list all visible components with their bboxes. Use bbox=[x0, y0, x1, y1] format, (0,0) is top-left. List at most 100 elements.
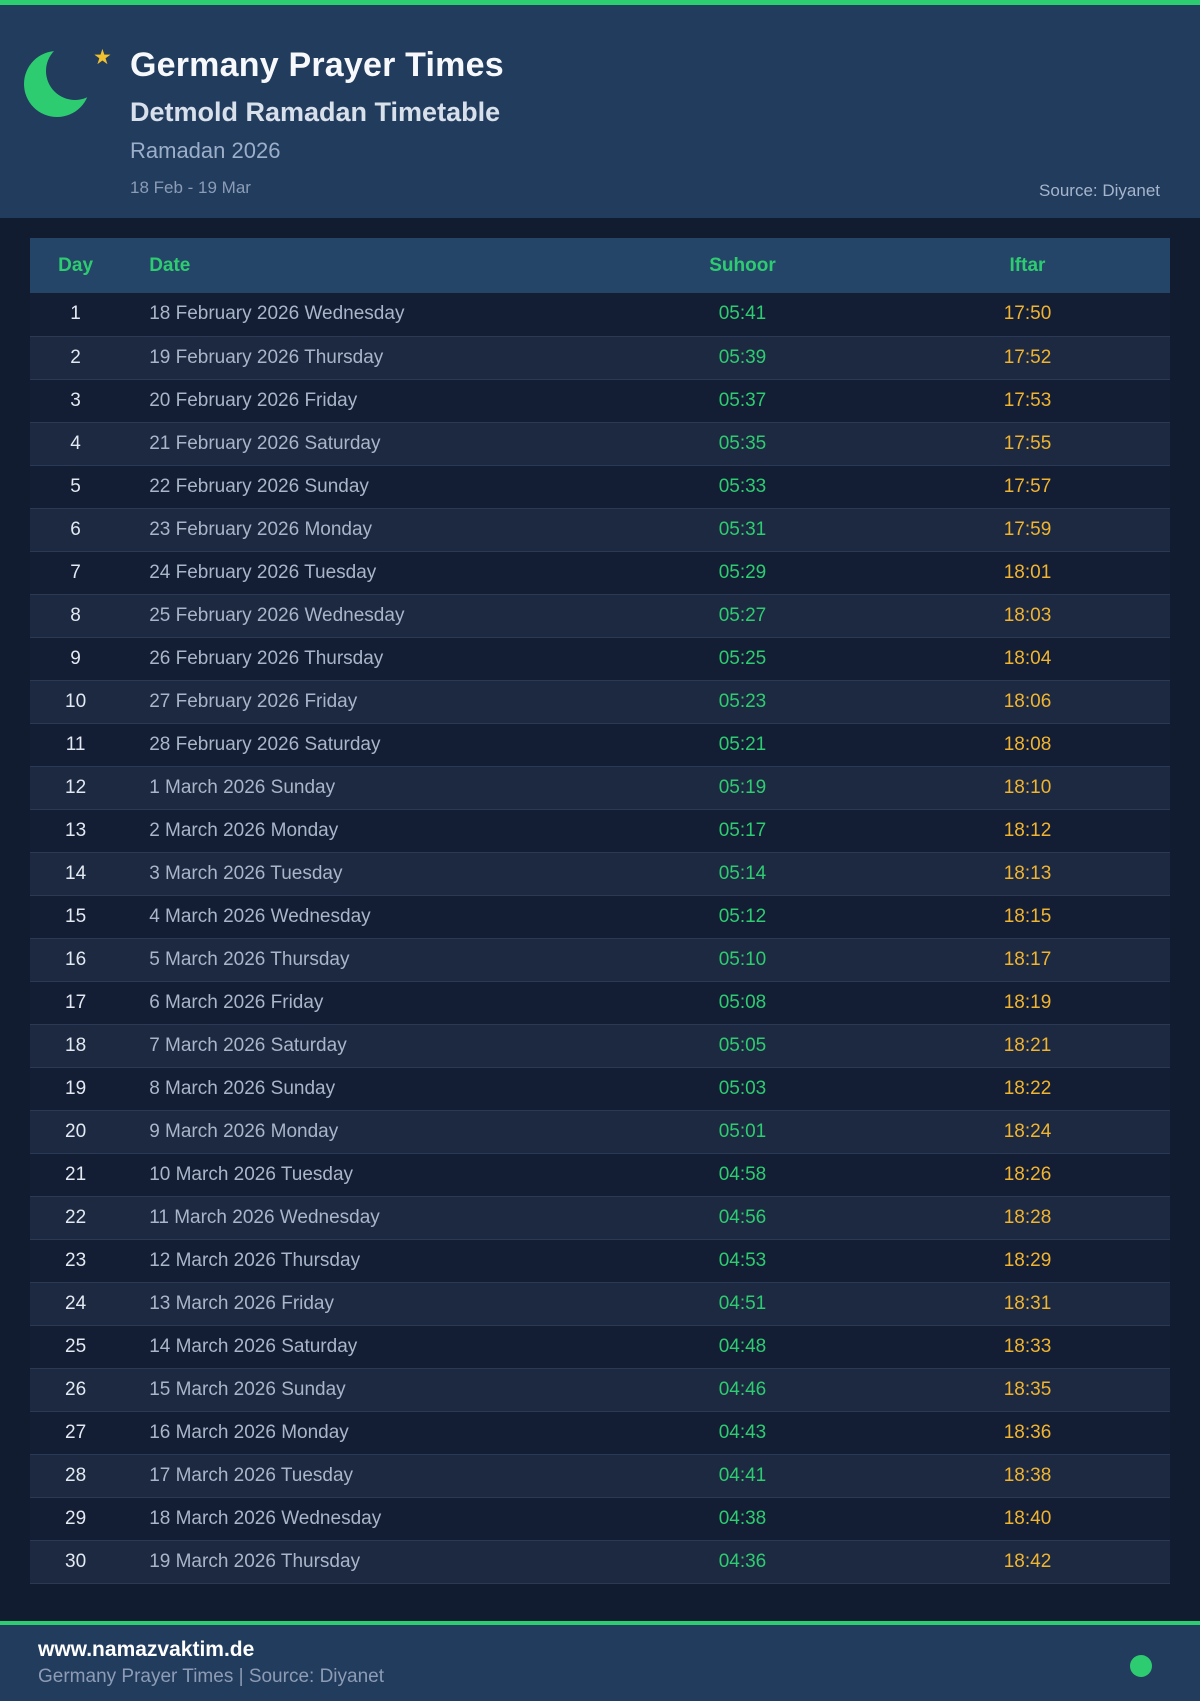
page-subtitle: Detmold Ramadan Timetable bbox=[130, 97, 501, 127]
iftar-cell: 18:10 bbox=[1003, 776, 1052, 798]
column-header-date: Date bbox=[121, 238, 600, 293]
date-cell: 19 February 2026 Thursday bbox=[149, 346, 384, 368]
table-row: 27 16 March 2026 Monday 04:43 18:36 bbox=[30, 1411, 1170, 1454]
accent-bottom-line bbox=[0, 1620, 1200, 1625]
table-row: 26 15 March 2026 Sunday 04:46 18:35 bbox=[30, 1368, 1170, 1411]
suhoor-cell: 04:41 bbox=[718, 1464, 767, 1486]
iftar-cell: 18:15 bbox=[1003, 905, 1052, 927]
suhoor-cell: 04:43 bbox=[718, 1421, 767, 1443]
suhoor-cell: 05:08 bbox=[718, 991, 767, 1013]
table-row: 10 27 February 2026 Friday 05:23 18:06 bbox=[30, 680, 1170, 723]
iftar-cell: 17:50 bbox=[1003, 303, 1052, 325]
date-cell: 10 March 2026 Tuesday bbox=[149, 1163, 354, 1185]
suhoor-cell: 04:38 bbox=[718, 1507, 767, 1529]
table-header: Day Date Suhoor Iftar bbox=[30, 238, 1170, 293]
date-cell: 26 February 2026 Thursday bbox=[149, 647, 384, 669]
day-cell: 14 bbox=[65, 862, 87, 884]
iftar-cell: 18:29 bbox=[1003, 1249, 1052, 1271]
day-cell: 28 bbox=[65, 1464, 87, 1486]
column-header-day: Day bbox=[30, 238, 122, 293]
table-row: 12 1 March 2026 Sunday 05:19 18:10 bbox=[30, 766, 1170, 809]
iftar-cell: 18:04 bbox=[1003, 647, 1052, 669]
day-cell: 12 bbox=[65, 776, 87, 798]
date-cell: 25 February 2026 Wednesday bbox=[149, 604, 405, 626]
suhoor-cell: 05:14 bbox=[718, 862, 767, 884]
season-label: Ramadan 2026 bbox=[130, 138, 281, 163]
table-row: 30 19 March 2026 Thursday 04:36 18:42 bbox=[30, 1540, 1170, 1583]
iftar-cell: 18:13 bbox=[1003, 862, 1052, 884]
iftar-cell: 18:26 bbox=[1003, 1163, 1052, 1185]
iftar-cell: 18:33 bbox=[1003, 1335, 1052, 1357]
day-cell: 24 bbox=[65, 1292, 87, 1314]
table-row: 28 17 March 2026 Tuesday 04:41 18:38 bbox=[30, 1454, 1170, 1497]
day-cell: 18 bbox=[65, 1034, 87, 1056]
suhoor-cell: 04:58 bbox=[718, 1163, 767, 1185]
iftar-cell: 18:31 bbox=[1003, 1292, 1052, 1314]
source-label: Source: Diyanet bbox=[1039, 181, 1160, 200]
day-cell: 17 bbox=[65, 991, 87, 1013]
table-row: 19 8 March 2026 Sunday 05:03 18:22 bbox=[30, 1067, 1170, 1110]
date-cell: 4 March 2026 Wednesday bbox=[149, 905, 371, 927]
iftar-cell: 18:01 bbox=[1003, 561, 1052, 583]
date-cell: 3 March 2026 Tuesday bbox=[149, 862, 343, 884]
header-banner: ★ Germany Prayer Times Detmold Ramadan T… bbox=[0, 5, 1200, 218]
date-cell: 6 March 2026 Friday bbox=[149, 991, 324, 1013]
site-logo: ★ bbox=[24, 42, 124, 125]
day-cell: 15 bbox=[65, 905, 87, 927]
suhoor-cell: 05:33 bbox=[718, 475, 767, 497]
date-cell: 12 March 2026 Thursday bbox=[149, 1249, 361, 1271]
table-row: 29 18 March 2026 Wednesday 04:38 18:40 bbox=[30, 1497, 1170, 1540]
suhoor-cell: 04:51 bbox=[718, 1292, 767, 1314]
suhoor-cell: 04:48 bbox=[718, 1335, 767, 1357]
day-cell: 5 bbox=[70, 475, 81, 497]
date-cell: 19 March 2026 Thursday bbox=[149, 1550, 361, 1572]
iftar-cell: 17:53 bbox=[1003, 389, 1052, 411]
iftar-cell: 18:24 bbox=[1003, 1120, 1052, 1142]
iftar-cell: 18:42 bbox=[1003, 1550, 1052, 1572]
date-cell: 15 March 2026 Sunday bbox=[149, 1378, 346, 1400]
iftar-cell: 18:40 bbox=[1003, 1507, 1052, 1529]
footer-tagline: Germany Prayer Times | Source: Diyanet bbox=[38, 1665, 384, 1687]
date-cell: 8 March 2026 Sunday bbox=[149, 1077, 336, 1099]
day-cell: 25 bbox=[65, 1335, 87, 1357]
page-title: Germany Prayer Times bbox=[130, 46, 504, 84]
table-row: 1 18 February 2026 Wednesday 05:41 17:50 bbox=[30, 293, 1170, 336]
day-cell: 7 bbox=[70, 561, 81, 583]
date-cell: 7 March 2026 Saturday bbox=[149, 1034, 347, 1056]
day-cell: 26 bbox=[65, 1378, 87, 1400]
day-cell: 3 bbox=[70, 389, 81, 411]
date-cell: 28 February 2026 Saturday bbox=[149, 733, 381, 755]
table-row: 6 23 February 2026 Monday 05:31 17:59 bbox=[30, 508, 1170, 551]
iftar-cell: 18:36 bbox=[1003, 1421, 1052, 1443]
date-cell: 14 March 2026 Saturday bbox=[149, 1335, 358, 1357]
table-row: 5 22 February 2026 Sunday 05:33 17:57 bbox=[30, 465, 1170, 508]
suhoor-cell: 05:17 bbox=[718, 819, 767, 841]
iftar-cell: 18:03 bbox=[1003, 604, 1052, 626]
day-cell: 11 bbox=[65, 733, 86, 755]
day-cell: 29 bbox=[65, 1507, 87, 1529]
table-row: 11 28 February 2026 Saturday 05:21 18:08 bbox=[30, 723, 1170, 766]
suhoor-cell: 05:35 bbox=[718, 432, 767, 454]
header-text-block: Germany Prayer Times Detmold Ramadan Tim… bbox=[0, 5, 1200, 198]
date-cell: 11 March 2026 Wednesday bbox=[149, 1206, 380, 1228]
date-cell: 9 March 2026 Monday bbox=[149, 1120, 339, 1142]
date-cell: 24 February 2026 Tuesday bbox=[149, 561, 377, 583]
suhoor-cell: 05:21 bbox=[718, 733, 767, 755]
column-header-suhoor: Suhoor bbox=[599, 238, 885, 293]
day-cell: 2 bbox=[70, 346, 81, 368]
date-cell: 18 March 2026 Wednesday bbox=[149, 1507, 382, 1529]
day-cell: 21 bbox=[65, 1163, 87, 1185]
suhoor-cell: 05:10 bbox=[718, 948, 767, 970]
table-row: 18 7 March 2026 Saturday 05:05 18:21 bbox=[30, 1024, 1170, 1067]
iftar-cell: 18:22 bbox=[1003, 1077, 1052, 1099]
table-row: 20 9 March 2026 Monday 05:01 18:24 bbox=[30, 1110, 1170, 1153]
suhoor-cell: 05:39 bbox=[718, 346, 767, 368]
suhoor-cell: 05:27 bbox=[718, 604, 767, 626]
day-cell: 4 bbox=[70, 432, 81, 454]
date-cell: 27 February 2026 Friday bbox=[149, 690, 358, 712]
date-range-label: 18 Feb - 19 Mar bbox=[130, 178, 251, 197]
date-cell: 1 March 2026 Sunday bbox=[149, 776, 336, 798]
day-cell: 20 bbox=[65, 1120, 87, 1142]
iftar-cell: 18:12 bbox=[1003, 819, 1052, 841]
suhoor-cell: 05:01 bbox=[718, 1120, 767, 1142]
